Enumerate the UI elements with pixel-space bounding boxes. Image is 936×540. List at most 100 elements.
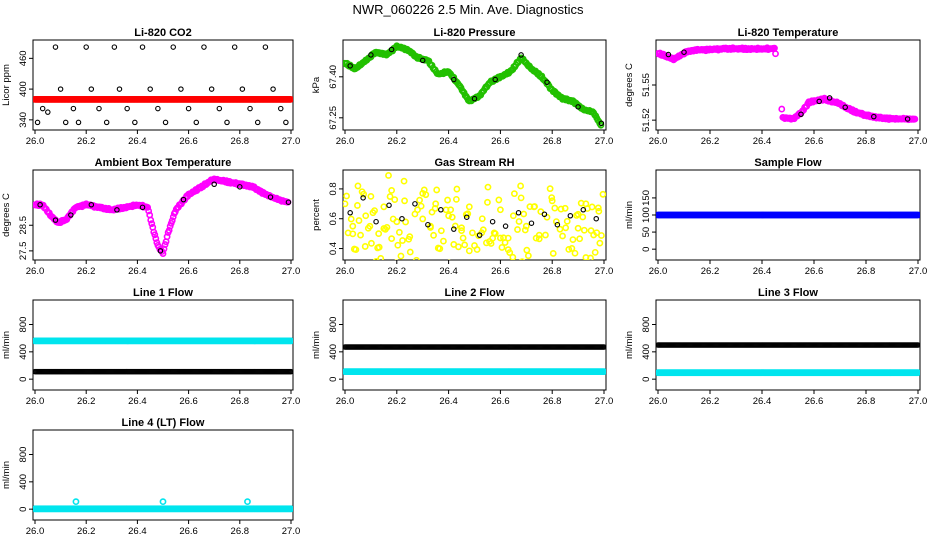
data-point [70,105,77,112]
data-point [520,210,528,218]
data-point [541,211,548,218]
data-point [380,276,385,281]
data-point [349,230,357,238]
data-point [598,120,605,127]
data-point [39,105,46,112]
y-tick-label: 0.6 [328,212,339,225]
data-point [419,215,427,223]
x-tick-label: 26.0 [26,136,45,147]
data-point [415,261,420,266]
data-point [247,105,253,112]
outlier-point [159,498,167,506]
data-point [178,86,184,92]
x-tick-label: 27.0 [909,396,928,407]
x-tick-label: 26.2 [388,136,407,147]
data-point [155,105,161,112]
y-tick-label: 400 [18,344,29,360]
data-point [577,199,585,207]
data-point [567,212,574,219]
data-point [871,113,877,120]
data-point [826,95,833,101]
data-point [422,191,430,199]
x-tick-label: 26.8 [857,136,876,147]
data-point [554,221,561,228]
x-tick-label: 26.4 [439,396,458,407]
data-point [489,218,496,225]
x-tick-label: 26.8 [857,396,876,407]
y-tick-label: 400 [328,344,339,360]
y-axis-label: ml/min [311,331,322,359]
data-point [152,235,160,242]
panel-title: Sample Flow [754,157,822,169]
x-tick-label: 26.6 [179,136,198,147]
y-axis-label: ml/min [624,201,635,229]
data-point [529,267,534,272]
x-tick-label: 26.4 [753,136,772,147]
x-tick-label: 26.6 [805,136,824,147]
data-point [595,207,603,215]
data-point [518,52,524,58]
x-tick-label: 26.4 [128,136,147,147]
panel-4: Ambient Box Temperature degrees C 26.0 26.2… [1,157,300,277]
panel-title: Ambient Box Temperature [95,157,232,169]
data-point [394,241,402,249]
y-tick-label: 400 [641,344,652,360]
panel-3: Li-820 Temperature degrees C 26.0 26.2 26.4 2… [624,27,927,147]
data-point [278,105,284,112]
y-tick-label: 0.4 [328,242,339,255]
data-point [495,196,503,204]
y-tick-label: 340 [18,112,29,128]
data-point [411,266,416,271]
data-point [517,182,525,190]
data-point [388,235,396,243]
data-point [453,185,461,193]
data-point [457,277,462,282]
x-tick-label: 26.8 [231,266,250,277]
data-point [239,86,246,92]
data-point [170,44,176,50]
data-point [287,505,293,513]
data-points [33,44,293,126]
data-point [493,282,498,287]
data-point [445,212,452,220]
data-point [532,234,540,242]
y-axis-label: ml/min [1,461,12,489]
y-tick-label: 51.55 [641,73,652,97]
data-point [549,250,557,257]
data-point [546,185,554,193]
data-point [361,243,369,250]
data-point [366,222,374,230]
data-point [413,256,420,260]
data-point [447,259,451,260]
data-point [416,196,423,204]
plot-frame [342,39,607,131]
data-point [427,224,434,231]
data-point [151,231,159,239]
data-point [482,266,487,271]
data-point [270,86,276,92]
data-point [568,288,573,293]
panel-8: Line 2 Flow ml/min 26.0 26.2 26.4 26.6 26.8 27.… [311,287,613,407]
x-tick-label: 26.2 [388,266,407,277]
data-point [165,226,173,234]
data-point [168,217,176,225]
data-point [523,246,531,254]
data-point [401,197,408,205]
x-tick-label: 26.4 [128,266,147,277]
data-point [544,79,550,86]
data-point [132,119,138,126]
data-points [343,172,606,293]
data-point [599,190,606,198]
data-point [254,119,261,126]
data-point [399,215,405,222]
data-point [201,44,207,50]
data-point [377,255,385,260]
data-points [656,44,919,124]
x-tick-label: 27.0 [595,396,614,407]
data-point [561,204,569,212]
data-point [343,192,350,200]
data-point [111,44,118,50]
x-tick-label: 26.8 [231,526,250,537]
data-point [409,277,414,282]
data-point [478,215,486,223]
